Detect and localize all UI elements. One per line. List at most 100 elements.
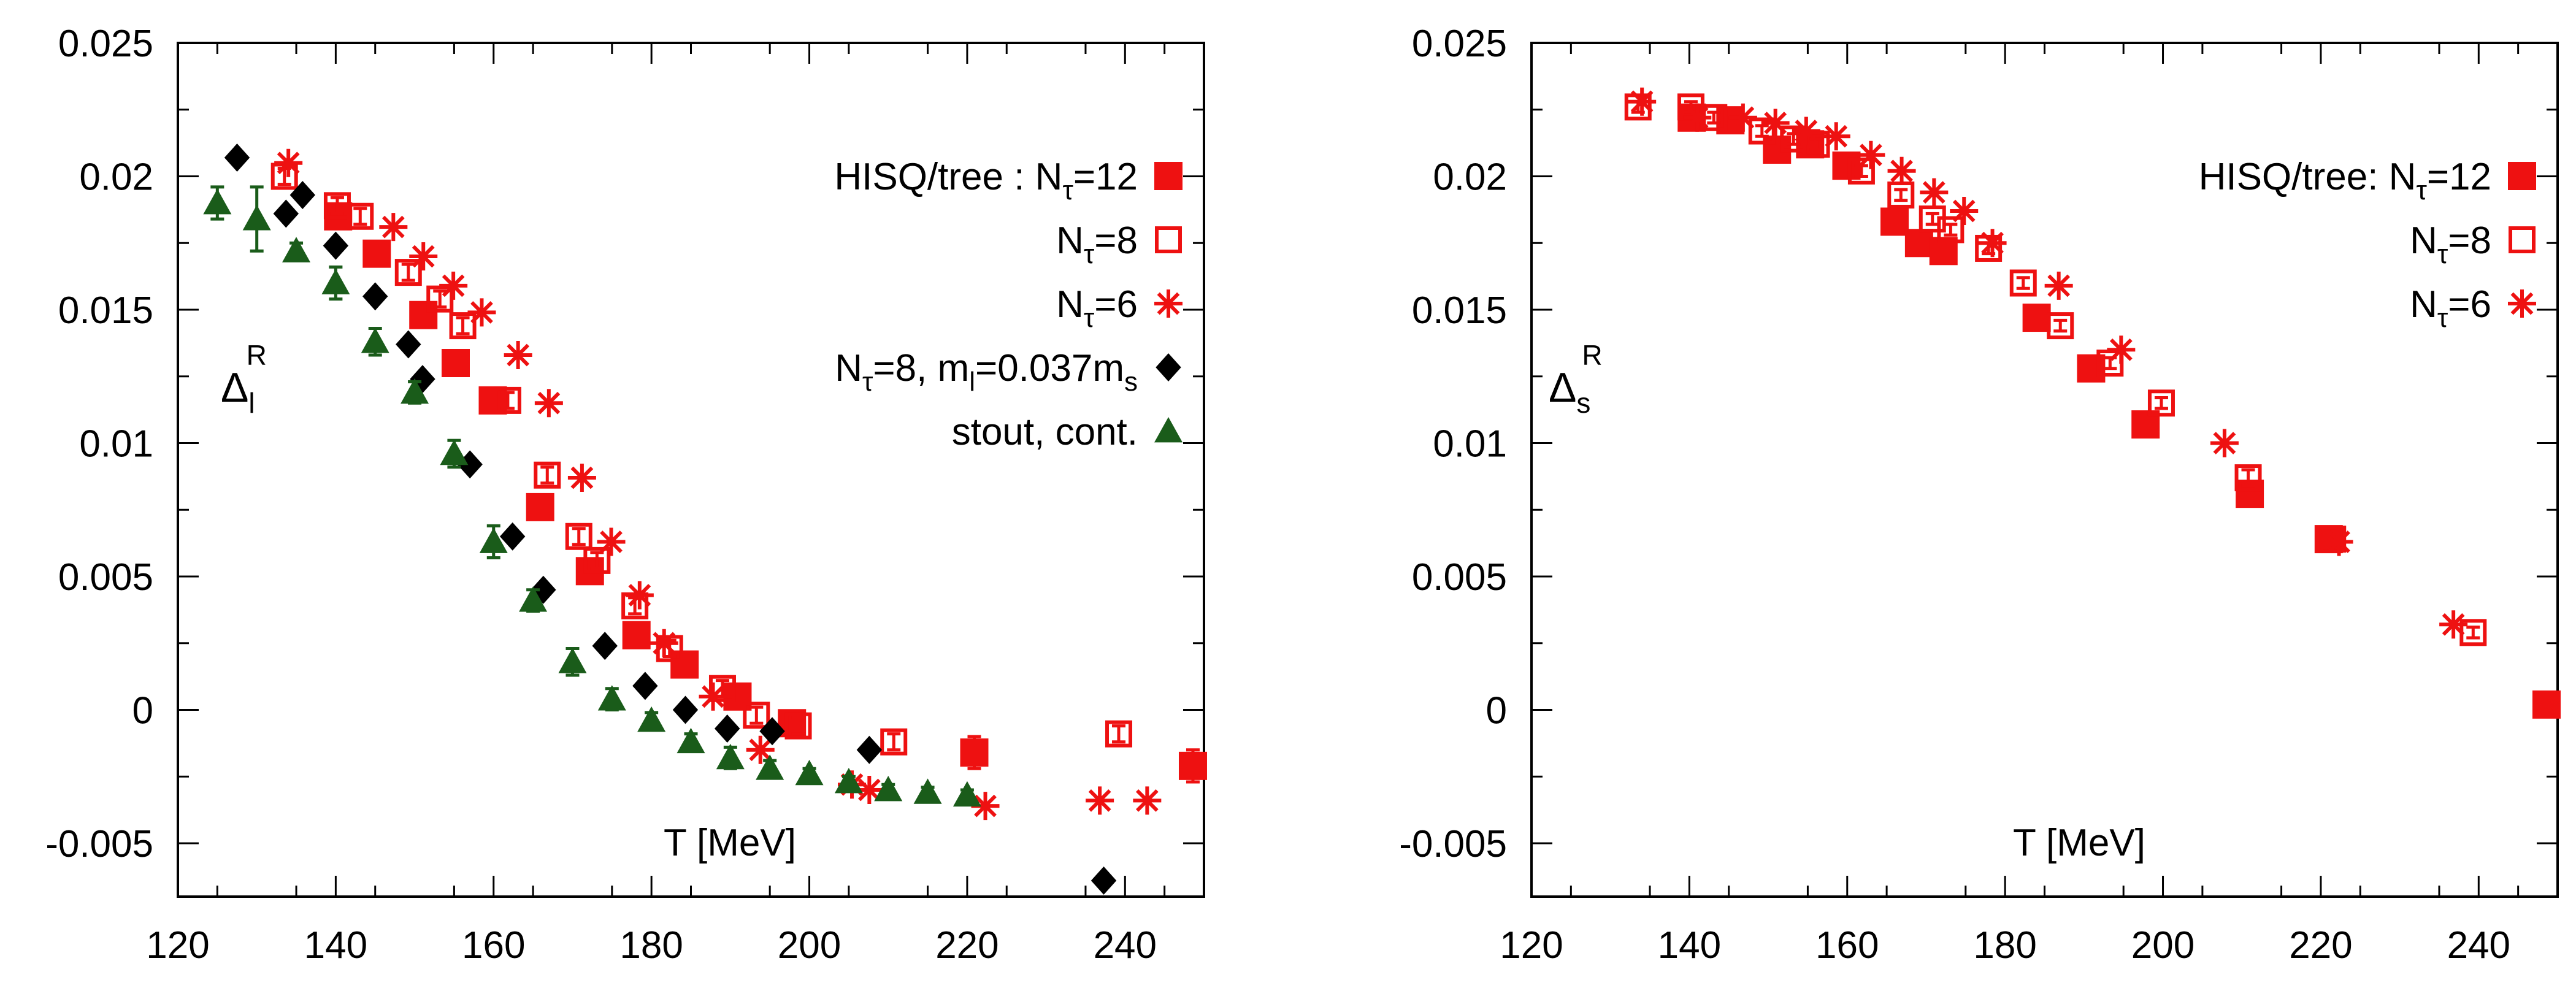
data-point	[504, 340, 532, 369]
legend-label: HISQ/tree: Nτ=12	[2199, 156, 2491, 205]
data-point	[558, 648, 587, 673]
data-point	[637, 706, 666, 732]
data-point	[2077, 354, 2106, 383]
data-point	[203, 189, 232, 215]
data-point	[960, 738, 989, 767]
y-tick-label: -0.005	[1399, 823, 1507, 865]
data-point	[273, 199, 299, 228]
data-point	[449, 312, 477, 340]
data-point	[746, 735, 775, 764]
data-point	[396, 330, 421, 359]
data-point	[759, 717, 785, 746]
data-point	[650, 629, 678, 657]
data-point	[913, 778, 942, 804]
data-point	[441, 349, 470, 377]
x-tick-label: 160	[462, 924, 525, 967]
data-point	[592, 632, 618, 661]
data-point	[1133, 786, 1162, 815]
data-point	[1937, 216, 1965, 243]
legend-label: stout, cont.	[952, 411, 1138, 453]
data-point	[670, 650, 699, 679]
data-point	[672, 695, 699, 724]
data-point	[1105, 720, 1133, 748]
y-tick-label: 0	[1486, 690, 1507, 732]
legend-marker	[1155, 226, 1182, 253]
data-point	[499, 522, 526, 551]
data-point	[565, 523, 592, 550]
legend-label: Nτ=6	[2410, 283, 2491, 333]
data-point	[1857, 140, 1885, 169]
data-point	[714, 714, 740, 743]
data-point	[289, 180, 316, 209]
data-point	[494, 386, 521, 414]
y-tick-label: 0.005	[1412, 556, 1507, 599]
data-point	[1683, 103, 1712, 132]
x-tick-label: 240	[1094, 924, 1157, 967]
data-point	[531, 575, 556, 604]
data-point	[2044, 271, 2073, 300]
legend-marker	[1154, 289, 1183, 318]
data-point	[242, 205, 271, 231]
x-tick-label: 180	[619, 924, 683, 967]
data-point	[2107, 335, 2136, 364]
data-point	[756, 754, 784, 780]
data-point	[1822, 122, 1850, 151]
data-point	[743, 702, 770, 729]
y-tick-label: 0.01	[1433, 423, 1507, 465]
legend-marker	[2508, 162, 2536, 190]
data-point	[1887, 156, 1916, 185]
data-point	[534, 461, 561, 489]
legend-label: Nτ=8, ml=0.037ms	[835, 347, 1138, 397]
series-1	[270, 163, 1133, 756]
data-point	[362, 239, 391, 268]
data-point	[874, 776, 903, 802]
y-tick-label: 0.02	[1433, 156, 1507, 199]
x-axis-label: T [MeV]	[2013, 822, 2145, 864]
data-point	[1728, 103, 1757, 132]
data-point	[467, 298, 496, 327]
x-tick-label: 220	[2289, 924, 2352, 967]
data-point	[834, 767, 863, 794]
data-point	[409, 301, 438, 329]
series-4	[203, 185, 981, 807]
data-point	[880, 728, 908, 756]
left-panel: 120 140 160 180 200 220 240 -0.005 0 0.005 0.01 0.0…	[45, 23, 1207, 967]
data-point	[1178, 751, 1207, 780]
x-axis-label: T [MeV]	[664, 822, 796, 864]
data-point	[362, 282, 388, 311]
y-tick-label: -0.005	[45, 823, 153, 865]
legend-marker	[2509, 226, 2536, 253]
data-point	[526, 492, 554, 521]
data-point	[1792, 117, 1820, 145]
data-point	[1086, 786, 1114, 815]
data-point	[1978, 229, 2007, 258]
data-point	[583, 546, 611, 574]
data-point	[2009, 269, 2037, 297]
data-point	[347, 202, 374, 230]
y-tick-label: 0.015	[58, 289, 153, 332]
data-point	[2532, 690, 2561, 719]
data-point	[597, 527, 626, 556]
y-tick-label: 0.01	[79, 423, 153, 465]
data-point	[379, 213, 408, 242]
y-tick-label: 0.015	[1412, 289, 1507, 332]
data-point	[519, 586, 548, 612]
data-point	[224, 144, 250, 172]
x-tick-label: 120	[146, 924, 209, 967]
data-point	[479, 527, 508, 553]
x-tick-label: 140	[304, 924, 367, 967]
data-point	[274, 148, 303, 177]
data-point	[394, 259, 422, 286]
data-point	[855, 776, 884, 804]
data-point	[323, 231, 349, 260]
data-point	[2439, 610, 2468, 639]
x-tick-label: 120	[1500, 924, 1563, 967]
data-point	[439, 271, 468, 300]
data-point	[971, 792, 1000, 821]
x-tick-label: 200	[2131, 924, 2195, 967]
legend-marker	[2508, 289, 2536, 318]
data-point	[409, 242, 438, 270]
data-point	[457, 450, 483, 479]
data-point	[622, 621, 651, 649]
